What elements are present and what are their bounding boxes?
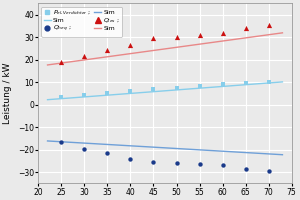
Point [197,84,202,88]
Legend: $P_{el,Verdichter}$ ;, Sim, $Q_{heq}$ ;, Sim, $Q_{les}$ ;, Sim: $P_{el,Verdichter}$ ;, Sim, $Q_{heq}$ ;,… [41,7,122,37]
Point [220,164,225,167]
Point [266,80,271,83]
Point [174,162,179,165]
Point [243,167,248,170]
Point [197,33,202,37]
Point [105,48,110,51]
Point [59,60,64,64]
Point [174,86,179,89]
Point [266,23,271,26]
Point [243,27,248,30]
Point [105,92,110,95]
Point [220,83,225,86]
Point [128,90,133,93]
Point [151,88,156,91]
Point [243,81,248,84]
Point [174,36,179,39]
Point [82,55,87,58]
Y-axis label: Leistung / kW: Leistung / kW [4,63,13,124]
Point [151,160,156,164]
Point [82,147,87,150]
Point [128,157,133,160]
Point [128,43,133,47]
Point [197,163,202,166]
Point [105,151,110,155]
Point [266,169,271,173]
Point [59,96,64,99]
Point [220,31,225,34]
Point [59,140,64,143]
Point [82,94,87,97]
Point [151,37,156,40]
